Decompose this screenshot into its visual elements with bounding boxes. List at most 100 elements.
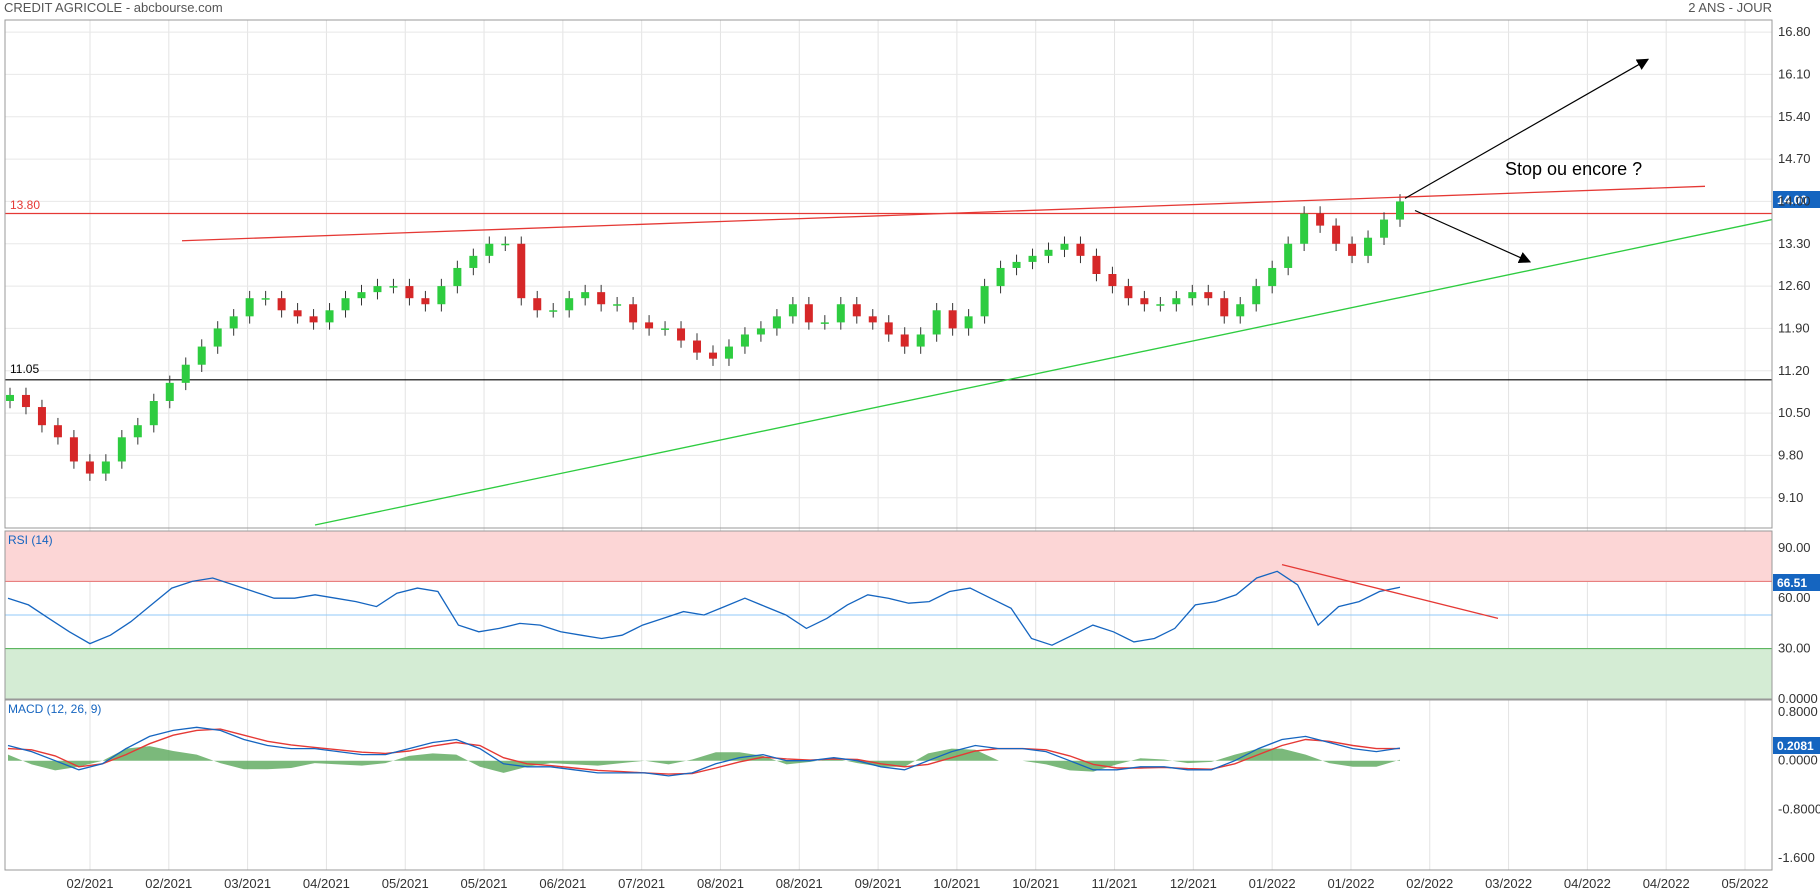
rsi-panel (5, 563, 1772, 650)
rsi-oversold-zone (5, 648, 1772, 699)
candle (309, 316, 318, 323)
x-tick-label: 04/2022 (1643, 876, 1690, 891)
upper-trendline (181, 185, 1706, 242)
candle (1316, 213, 1325, 226)
candle (1156, 304, 1165, 306)
candle (229, 316, 238, 329)
rsi-overbought-zone (5, 531, 1772, 582)
macd-y-tick: 0.0000 (1778, 753, 1818, 768)
rsi-y-tick: 60.00 (1778, 590, 1811, 605)
price-y-tick: 14.70 (1778, 151, 1811, 166)
rsi-y-tick: 0.0000 (1778, 691, 1818, 706)
candle (1108, 274, 1117, 287)
x-tick-label: 03/2021 (224, 876, 271, 891)
x-tick-label: 01/2022 (1327, 876, 1374, 891)
candle (852, 304, 861, 317)
price-last-badge: 14.00 (1773, 191, 1820, 208)
down-arrow (1414, 209, 1532, 263)
x-tick-label: 07/2021 (618, 876, 665, 891)
x-tick-label: 04/2021 (303, 876, 350, 891)
candle (261, 298, 270, 300)
candle (101, 461, 110, 474)
candle (996, 267, 1005, 287)
candle (293, 310, 302, 317)
candle (437, 286, 446, 305)
candle (916, 334, 925, 347)
candle (1060, 243, 1069, 250)
macd-histogram (8, 746, 1400, 773)
period-label[interactable]: 2 ANS - JOUR (1688, 0, 1772, 15)
candle (964, 316, 973, 329)
rsi-y-tick: 90.00 (1778, 540, 1811, 555)
x-tick-label: 02/2021 (67, 876, 114, 891)
price-y-tick: 11.90 (1778, 320, 1810, 335)
annotation-text: Stop ou encore ? (1505, 159, 1642, 179)
x-tick-label: 02/2021 (145, 876, 192, 891)
price-panel (5, 58, 1773, 526)
y-axis: 16.80 16.10 15.40 14.70 14.00 13.30 12.60 11.90… (1778, 24, 1820, 865)
candle (661, 328, 670, 330)
candle (1396, 201, 1404, 220)
candle (1300, 213, 1309, 244)
x-tick-label: 03/2022 (1485, 876, 1532, 891)
x-tick-label: 06/2021 (539, 876, 586, 891)
candle (389, 286, 398, 288)
candle (1332, 225, 1341, 244)
candle (69, 437, 78, 462)
rsi-line (7, 570, 1401, 646)
x-tick-label: 02/2022 (1406, 876, 1453, 891)
x-tick-label: 08/2021 (697, 876, 744, 891)
price-y-tick: 10.50 (1778, 405, 1811, 420)
candle (868, 316, 877, 323)
candle (693, 340, 702, 353)
candle (501, 243, 510, 246)
candle (165, 382, 174, 401)
price-y-tick: 12.60 (1778, 278, 1811, 293)
macd-y-tick: 0.8000 (1778, 704, 1818, 719)
candle (1380, 219, 1389, 238)
candle (21, 394, 30, 408)
candle (1204, 292, 1213, 299)
macd-y-tick: -0.8000 (1778, 801, 1820, 816)
candle (1140, 298, 1149, 305)
candle (980, 286, 989, 317)
candle (181, 364, 190, 383)
macd-last-badge: 0.2081 (1773, 737, 1820, 754)
candle (677, 328, 686, 341)
candle (533, 298, 542, 311)
candle (1236, 304, 1245, 317)
candle (277, 298, 286, 311)
candle (708, 352, 717, 359)
rsi-last-badge: 66.51 (1773, 574, 1820, 591)
candle (517, 243, 526, 299)
candle (1028, 255, 1037, 262)
candle (804, 304, 813, 323)
candle (1092, 255, 1101, 274)
candle (245, 298, 254, 317)
candle (133, 425, 142, 438)
svg-text:14.00: 14.00 (1777, 193, 1807, 207)
price-y-tick: 11.20 (1778, 363, 1810, 378)
candle (1076, 243, 1085, 256)
x-tick-label: 04/2022 (1564, 876, 1611, 891)
macd-panel (7, 726, 1401, 777)
rsi-title: RSI (14) (8, 533, 53, 547)
candle (1364, 237, 1373, 256)
candle (1220, 298, 1229, 317)
price-panel-border (4, 19, 1773, 529)
rsi-panel-border (4, 530, 1773, 700)
svg-text:66.51: 66.51 (1777, 576, 1807, 590)
x-tick-label: 11/2021 (1092, 876, 1138, 891)
candle (469, 255, 478, 268)
price-y-tick: 9.10 (1778, 490, 1803, 505)
x-tick-label: 05/2022 (1722, 876, 1769, 891)
candle (1268, 267, 1277, 287)
x-tick-label: 01/2022 (1249, 876, 1296, 891)
candle (820, 322, 829, 324)
x-tick-label: 10/2021 (933, 876, 980, 891)
svg-text:0.2081: 0.2081 (1777, 739, 1814, 753)
x-tick-label: 12/2021 (1170, 876, 1217, 891)
candle (724, 346, 733, 359)
candle (756, 328, 765, 335)
candle (53, 425, 62, 438)
